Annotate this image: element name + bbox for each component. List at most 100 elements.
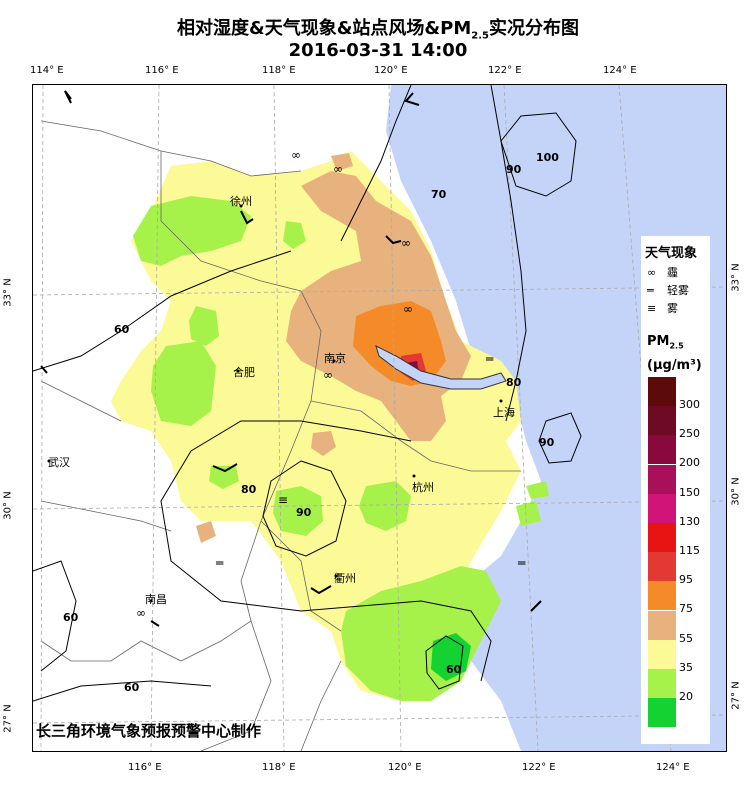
pm-scale-label: 95 bbox=[679, 573, 693, 587]
city-marker bbox=[149, 599, 153, 603]
city-marker bbox=[236, 369, 240, 373]
city-label-xuzhou: 徐州 bbox=[230, 195, 252, 208]
green-area bbox=[189, 306, 219, 346]
lat-tick-right: 30° N bbox=[730, 477, 742, 506]
haze-symbol: ∞ bbox=[403, 302, 413, 316]
city-label-wuhan: 武汉 bbox=[48, 456, 70, 469]
pm-scale-swatch bbox=[648, 464, 676, 494]
weather-legend-title: 天气现象 bbox=[645, 246, 698, 261]
pm-scale-label: 300 bbox=[679, 398, 700, 411]
pm-title-text: PM bbox=[647, 334, 670, 349]
contour-label: 90 bbox=[539, 436, 555, 449]
haze-symbol: ∞ bbox=[333, 162, 343, 176]
green-area bbox=[133, 196, 251, 266]
title-text: 相对湿度&天气现象&站点风场&PM bbox=[177, 18, 472, 39]
island bbox=[526, 481, 549, 499]
city-label-nanchang: 南昌 bbox=[145, 593, 167, 606]
green-area bbox=[273, 486, 323, 536]
map-title: 相对湿度&天气现象&站点风场&PM2.5实况分布图 bbox=[0, 14, 756, 42]
lon-tick-bottom: 118° E bbox=[262, 762, 296, 773]
green-area bbox=[359, 481, 411, 531]
city-label-quzhou: 衢州 bbox=[334, 572, 356, 585]
lon-tick-bottom: 122° E bbox=[522, 762, 556, 773]
map-datetime: 2016-03-31 14:00 bbox=[288, 40, 468, 61]
city-label-hefei: 合肥 bbox=[233, 366, 255, 379]
green-area bbox=[283, 221, 306, 249]
city-label-nanjing: 南京 bbox=[324, 352, 346, 365]
contour-label: 60 bbox=[446, 663, 462, 676]
lon-tick-top: 116° E bbox=[145, 65, 179, 76]
contour-label: 60 bbox=[124, 681, 140, 694]
contour-label: 70 bbox=[431, 188, 447, 201]
pm-55-area bbox=[196, 521, 216, 543]
haze-icon: ∞ bbox=[647, 266, 657, 279]
map-area: 60 70 80 90 100 90 80 90 60 60 60 ∞ ∞ ∞ … bbox=[32, 84, 727, 752]
pm-scale-swatch bbox=[648, 377, 676, 406]
contour-label: 80 bbox=[506, 376, 522, 389]
pm-scale-swatch bbox=[648, 581, 676, 611]
contour-label: 80 bbox=[241, 483, 257, 496]
city-markers bbox=[47, 204, 503, 603]
humidity-contours bbox=[33, 85, 582, 702]
lat-tick-right: 33° N bbox=[730, 263, 742, 292]
pm-scale-swatch bbox=[648, 639, 676, 669]
city-marker bbox=[412, 474, 416, 478]
green-area bbox=[209, 466, 239, 489]
lat-tick-right: 27° N bbox=[730, 681, 742, 710]
pm-scale-label: 130 bbox=[679, 514, 700, 528]
title-subscript: 2.5 bbox=[471, 30, 489, 42]
pm-scale-swatch bbox=[648, 523, 676, 552]
pm-scale-swatch bbox=[648, 435, 676, 465]
green-area bbox=[151, 341, 216, 426]
weather-symbols: ∞ ∞ ∞ ∞ ∞ ∞ ═ ≡ ═ ═ bbox=[136, 148, 526, 620]
pm-title-sub: 2.5 bbox=[669, 341, 684, 351]
island bbox=[516, 501, 541, 526]
mist-symbol: ═ bbox=[517, 556, 526, 570]
contour-labels: 60 70 80 90 100 90 80 90 60 60 60 bbox=[63, 151, 559, 694]
mist-symbol: ═ bbox=[215, 556, 224, 570]
contour-label: 100 bbox=[536, 151, 559, 164]
lon-tick-bottom: 120° E bbox=[388, 762, 422, 773]
city-label-shanghai: 上海 bbox=[493, 406, 515, 419]
city-marker bbox=[47, 459, 51, 463]
contour-label: 90 bbox=[296, 506, 312, 519]
city-marker bbox=[499, 399, 503, 403]
weather-legend-item: ═ 轻雾 bbox=[647, 282, 689, 298]
pm-scale-label: 250 bbox=[679, 427, 700, 441]
pm-55-area bbox=[311, 431, 336, 456]
pm-scale-swatch bbox=[648, 610, 676, 640]
pm-scale-label: 150 bbox=[679, 485, 700, 499]
pm-scale-swatch bbox=[648, 406, 676, 436]
lon-tick-top: 120° E bbox=[374, 65, 408, 76]
lon-tick-bottom: 116° E bbox=[128, 762, 162, 773]
lat-tick-left: 33° N bbox=[2, 278, 14, 307]
pm-scale-label: 55 bbox=[679, 631, 693, 645]
lon-tick-top: 118° E bbox=[262, 65, 296, 76]
map-canvas: 60 70 80 90 100 90 80 90 60 60 60 ∞ ∞ ∞ … bbox=[33, 85, 726, 751]
city-marker bbox=[239, 204, 243, 208]
legend-panel: 天气现象 ∞ 霾 ═ 轻雾 ≡ 雾 PM2.5 (μg/m³) 300 250 200 15… bbox=[641, 236, 710, 744]
pm-scale-label: 200 bbox=[679, 456, 700, 470]
weather-legend-label: 轻雾 bbox=[667, 284, 689, 297]
credit-text: 长三角环境气象预报预警中心制作 bbox=[36, 722, 262, 740]
weather-legend-label: 霾 bbox=[667, 266, 678, 279]
haze-symbol: ∞ bbox=[323, 368, 333, 382]
wind-barbs bbox=[40, 90, 542, 627]
river bbox=[375, 345, 507, 390]
pm-scale-swatch bbox=[648, 669, 676, 698]
city-marker bbox=[332, 359, 336, 363]
haze-symbol: ∞ bbox=[401, 236, 411, 250]
province-boundaries bbox=[40, 120, 521, 751]
lat-tick-left: 30° N bbox=[2, 491, 14, 520]
mist-icon: ═ bbox=[647, 284, 654, 297]
pm-scale-label: 20 bbox=[679, 690, 693, 703]
lat-tick-left: 27° N bbox=[2, 704, 14, 733]
pm-scale-label: 115 bbox=[679, 544, 700, 557]
haze-symbol: ∞ bbox=[291, 148, 301, 162]
pm-scale-label: 35 bbox=[679, 660, 693, 674]
title-tail: 实况分布图 bbox=[488, 18, 579, 39]
weather-legend-item: ≡ 雾 bbox=[647, 300, 678, 316]
pm-55-area bbox=[331, 153, 353, 171]
lon-tick-top: 114° E bbox=[30, 65, 64, 76]
lon-tick-bottom: 124° E bbox=[656, 762, 690, 773]
